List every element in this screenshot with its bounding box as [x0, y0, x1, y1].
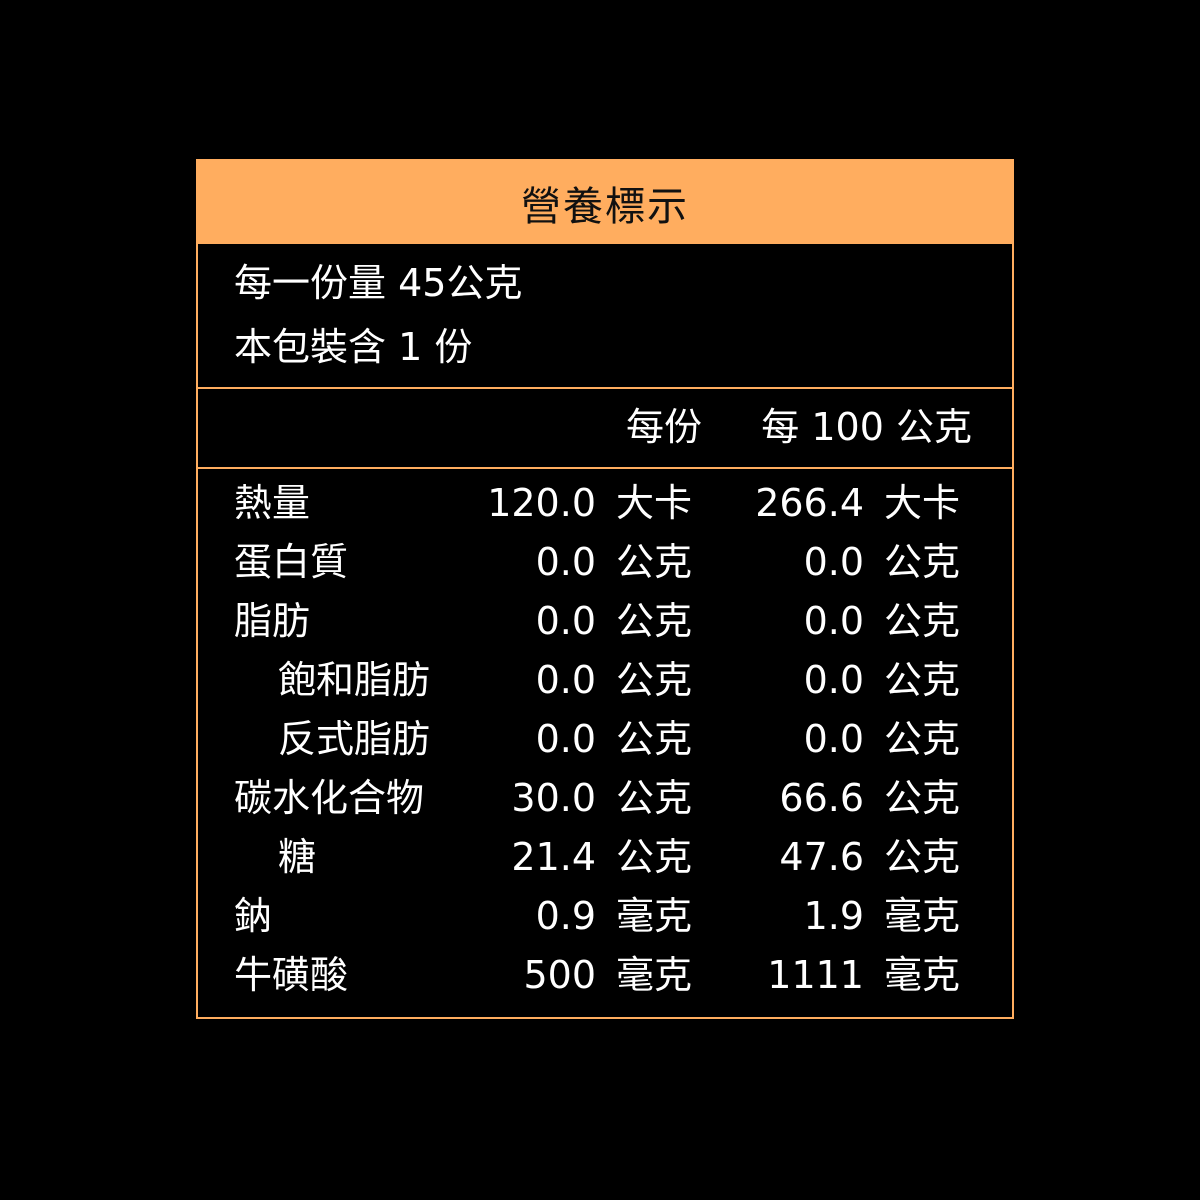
nutrient-name: 熱量 — [234, 481, 311, 525]
per-100g-unit: 大卡 — [884, 481, 961, 525]
per-100g-value: 0.0 — [803, 717, 864, 761]
per-100g-unit: 公克 — [884, 717, 961, 761]
nutrient-name: 碳水化合物 — [234, 776, 425, 820]
per-100g-unit: 公克 — [884, 540, 961, 584]
per-100g-unit: 公克 — [884, 776, 961, 820]
per-100g-unit: 毫克 — [884, 953, 961, 997]
per-100g-value: 0.0 — [803, 658, 864, 702]
per-100g-value: 66.6 — [779, 776, 864, 820]
per-serving-value: 0.0 — [535, 540, 596, 584]
per-serving-value: 30.0 — [511, 776, 596, 820]
per-serving-unit: 毫克 — [616, 953, 693, 997]
nutrient-name: 牛磺酸 — [234, 953, 349, 997]
nutrition-label: 營養標示 每一份量 45公克 本包裝含 1 份 每份 每 100 公克 熱量 12… — [196, 159, 1014, 1019]
per-serving-value: 0.9 — [535, 894, 596, 938]
per-100g-value: 1111 — [767, 953, 864, 997]
per-100g-value: 266.4 — [755, 481, 864, 525]
per-100g-value: 0.0 — [803, 540, 864, 584]
per-serving-value: 500 — [523, 953, 596, 997]
per-100g-unit: 公克 — [884, 599, 961, 643]
per-100g-unit: 公克 — [884, 835, 961, 879]
label-title: 營養標示 — [198, 161, 1012, 244]
header-per-serving: 每份 — [625, 405, 702, 449]
divider — [198, 387, 1012, 389]
nutrient-name: 反式脂肪 — [278, 717, 431, 761]
per-100g-value: 1.9 — [803, 894, 864, 938]
per-serving-value: 0.0 — [535, 717, 596, 761]
nutrient-name: 飽和脂肪 — [278, 658, 431, 702]
per-serving-value: 21.4 — [511, 835, 596, 879]
divider — [198, 467, 1012, 469]
per-serving-unit: 公克 — [616, 835, 693, 879]
header-per-100g: 每 100 公克 — [761, 405, 972, 449]
per-100g-unit: 毫克 — [884, 894, 961, 938]
per-serving-value: 0.0 — [535, 658, 596, 702]
per-100g-value: 0.0 — [803, 599, 864, 643]
per-serving-unit: 公克 — [616, 599, 693, 643]
per-serving-value: 120.0 — [487, 481, 596, 525]
serving-size: 每一份量 45公克 — [234, 261, 523, 305]
per-100g-value: 47.6 — [779, 835, 864, 879]
nutrient-name: 糖 — [278, 835, 317, 879]
servings-per-package: 本包裝含 1 份 — [234, 325, 473, 369]
per-serving-unit: 大卡 — [616, 481, 693, 525]
nutrient-name: 蛋白質 — [234, 540, 349, 584]
per-serving-unit: 公克 — [616, 540, 693, 584]
per-serving-value: 0.0 — [535, 599, 596, 643]
per-serving-unit: 毫克 — [616, 894, 693, 938]
per-100g-unit: 公克 — [884, 658, 961, 702]
per-serving-unit: 公克 — [616, 717, 693, 761]
per-serving-unit: 公克 — [616, 658, 693, 702]
nutrient-name: 脂肪 — [234, 599, 311, 643]
nutrient-name: 鈉 — [234, 894, 273, 938]
per-serving-unit: 公克 — [616, 776, 693, 820]
